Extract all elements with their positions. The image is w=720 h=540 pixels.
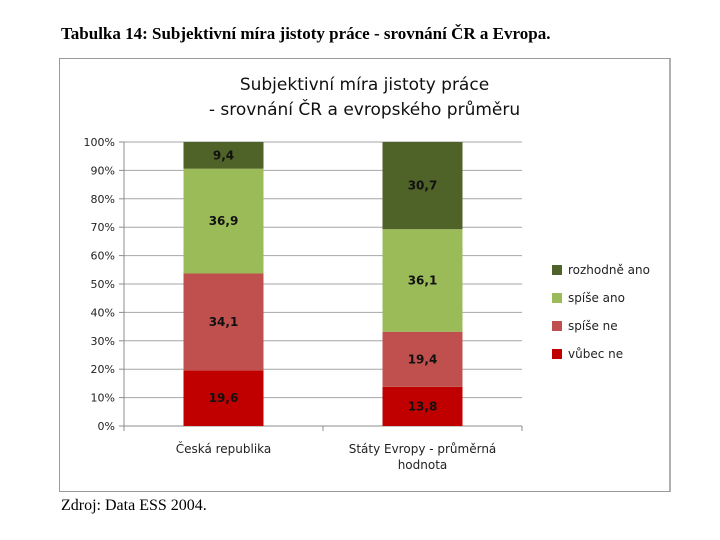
- y-tick-label: 50%: [91, 278, 115, 291]
- bar-segment: [382, 386, 463, 426]
- legend-label: spíše ano: [568, 291, 625, 305]
- legend-swatch: [552, 265, 562, 275]
- y-tick-label: 10%: [91, 392, 115, 405]
- data-label: 34,1: [209, 315, 239, 329]
- legend-swatch: [552, 293, 562, 303]
- y-tick-label: 70%: [91, 221, 115, 234]
- bar-segment: [382, 331, 463, 387]
- source-note: Zdroj: Data ESS 2004.: [61, 497, 207, 514]
- bar-segment: [382, 142, 463, 230]
- y-tick-label: 20%: [91, 363, 115, 376]
- x-category-label: Státy Evropy - průměrná: [349, 442, 497, 456]
- data-label: 13,8: [408, 399, 438, 413]
- bar-segment: [183, 168, 264, 274]
- legend-label: rozhodně ano: [568, 263, 650, 277]
- y-tick-label: 40%: [91, 306, 115, 319]
- data-label: 36,1: [408, 273, 438, 287]
- legend-label: spíše ne: [568, 319, 618, 333]
- x-category-label: Česká republika: [176, 441, 272, 456]
- table-caption: Tabulka 14: Subjektivní míra jistoty prá…: [61, 24, 551, 43]
- y-tick-label: 30%: [91, 335, 115, 348]
- y-tick-label: 100%: [84, 136, 115, 149]
- bar-segment: [183, 273, 264, 371]
- bar-segment: [382, 229, 463, 332]
- data-label: 19,4: [408, 352, 438, 366]
- legend-swatch: [552, 321, 562, 331]
- y-tick-label: 0%: [98, 420, 115, 433]
- legend-label: vůbec ne: [568, 347, 623, 361]
- stacked-bar-chart: 0% 10% 20% 30% 40% 50% 60% 70% 80% 90% 100% 19,6 34,…: [84, 136, 650, 472]
- y-tick-label: 80%: [91, 193, 115, 206]
- y-tick-label: 90%: [91, 164, 115, 177]
- bar-segment: [183, 370, 264, 426]
- chart-area: Subjektivní míra jistoty práce - srovnán…: [59, 58, 671, 492]
- data-label: 19,6: [209, 391, 239, 405]
- bar-segment: [183, 142, 264, 169]
- data-label: 9,4: [213, 148, 234, 162]
- chart-title-line-2: - srovnání ČR a evropského průměru: [208, 100, 521, 120]
- x-category-label: hodnota: [398, 458, 448, 472]
- chart-title-line-1: Subjektivní míra jistoty práce: [239, 75, 490, 95]
- y-tick-label: 60%: [91, 250, 115, 263]
- data-label: 30,7: [408, 179, 438, 193]
- data-label: 36,9: [209, 214, 239, 228]
- legend-swatch: [552, 349, 562, 359]
